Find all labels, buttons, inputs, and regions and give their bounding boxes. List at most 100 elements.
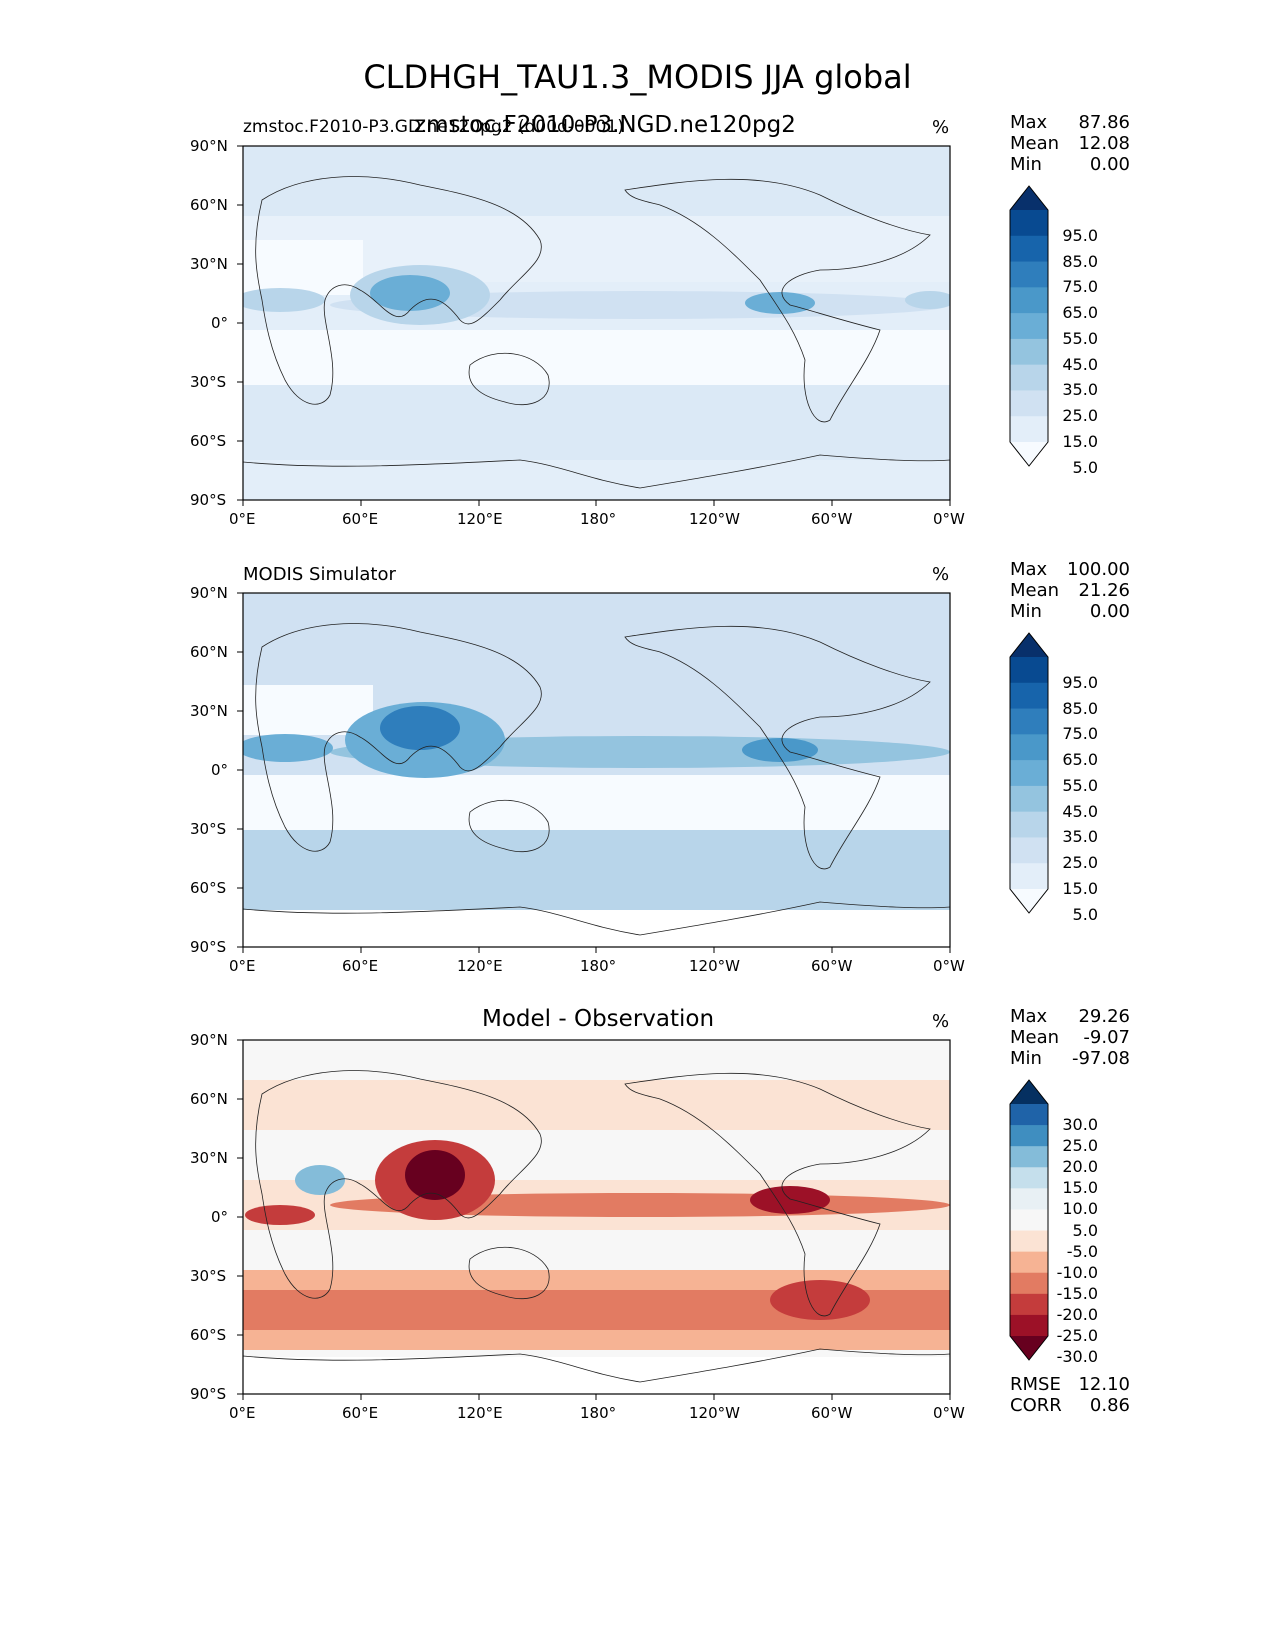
panel-test-ytick: 90°N xyxy=(190,137,228,155)
panel-reference-field-background xyxy=(243,593,950,947)
colorbar-bin xyxy=(1010,1251,1048,1274)
panel-test-ytick: 60°S xyxy=(190,432,227,450)
panel-difference-ytick: 60°S xyxy=(190,1326,227,1344)
panel-test-ytick: 60°N xyxy=(190,196,228,214)
colorbar-tick-label: 95.0 xyxy=(1062,672,1098,692)
panel-test-xtick: 120°E xyxy=(457,510,503,528)
colorbar-tick-label: 55.0 xyxy=(1062,328,1098,348)
panel-test-xtick: 60°E xyxy=(342,510,379,528)
colorbar-bin xyxy=(1010,261,1048,288)
panel-test-xtick: 0°W xyxy=(933,510,965,528)
panel-difference-frame xyxy=(242,1039,951,1395)
panel-difference-ytick: 90°S xyxy=(190,1385,227,1403)
panel-test-title-center: zmstoc.F2010-P3.NGD.ne120pg2 xyxy=(414,112,796,138)
colorbar-bin xyxy=(1010,1230,1048,1253)
panel-test-coastline-eurasia-africa xyxy=(255,176,542,405)
panel-reference-field-central-america xyxy=(742,738,818,762)
panel-difference-title-center: Model - Observation xyxy=(482,1006,715,1032)
colorbar-bin xyxy=(1010,235,1048,263)
panel-difference-field-midlat-n xyxy=(243,1080,950,1130)
stat-mean-value: 21.26 xyxy=(1078,580,1130,601)
panel-reference-coastline-australia xyxy=(468,799,550,853)
panel-test-coastline-antarctica xyxy=(243,454,950,489)
panel-reference-frame xyxy=(242,592,951,948)
stat-mean-label: Mean xyxy=(1010,580,1060,601)
colorbar-tick-label: 85.0 xyxy=(1062,698,1098,718)
colorbar-tick-label: 5.0 xyxy=(1072,457,1098,477)
colorbar-tick-label: 65.0 xyxy=(1062,750,1098,770)
panel-test-frame xyxy=(242,145,951,501)
colorbar-tick-label: 5.0 xyxy=(1072,1220,1098,1240)
stat-min-value: 0.00 xyxy=(1089,154,1130,175)
panel-difference-ytick: 30°N xyxy=(190,1149,228,1167)
colorbar-tick-label: -20.0 xyxy=(1056,1304,1098,1324)
colorbar-bin xyxy=(1010,1167,1048,1189)
panel-test-xtick: 60°W xyxy=(811,510,853,528)
panel-test-ticks xyxy=(237,145,951,506)
stat-max-label: Max xyxy=(1010,1006,1048,1027)
panel-difference-ytick: 90°N xyxy=(190,1031,228,1049)
panel-difference-units: % xyxy=(932,1011,950,1032)
panel-reference-xtick: 60°W xyxy=(811,957,853,975)
panel-difference-xtick: 120°E xyxy=(457,1404,503,1422)
panel-reference-xtick: 0°E xyxy=(229,957,256,975)
panel-difference-xtick: 0°W xyxy=(933,1404,965,1422)
panel-reference-xtick: 0°W xyxy=(933,957,965,975)
stat-max-value: 29.26 xyxy=(1078,1006,1130,1027)
panel-reference-field-midlat-s xyxy=(243,830,950,910)
panel-reference-units: % xyxy=(932,564,950,585)
colorbar-tick-label: -15.0 xyxy=(1056,1283,1098,1303)
colorbar-outline xyxy=(1009,632,1049,914)
colorbar-extend-min xyxy=(1010,889,1048,913)
panel-reference-xtick: 60°E xyxy=(342,957,379,975)
panel-reference-title-left: MODIS Simulator xyxy=(243,564,396,585)
panel-difference-field-storm-track xyxy=(243,1290,950,1330)
panel-reference-coastline-eurasia-africa xyxy=(255,623,542,852)
panel-difference-ticks xyxy=(237,1039,951,1400)
colorbar-bin xyxy=(1010,657,1048,684)
panel-test-field-central-america xyxy=(745,292,815,314)
stat-min-label: Min xyxy=(1010,1048,1042,1069)
stat-max-label: Max xyxy=(1010,559,1048,580)
panel-reference-field-asia-monsoon-core xyxy=(380,706,460,750)
panel-test-field-asia-monsoon-outer xyxy=(350,265,490,325)
colorbar-tick-label: 35.0 xyxy=(1062,380,1098,400)
colorbar-bin xyxy=(1010,863,1048,890)
panel-reference-field-itcz xyxy=(330,736,950,768)
rmse-label: RMSE xyxy=(1010,1374,1061,1395)
colorbar-bin xyxy=(1010,1125,1048,1147)
colorbar-bin xyxy=(1010,287,1048,314)
colorbar-tick-label: -5.0 xyxy=(1066,1241,1098,1261)
panel-difference-xtick: 60°E xyxy=(342,1404,379,1422)
panel-reference-coastline-americas xyxy=(624,625,931,870)
colorbar-bin xyxy=(1010,210,1048,237)
panel-reference-field-asia-monsoon-outer xyxy=(345,702,505,778)
panel-difference-ytick: 30°S xyxy=(190,1267,227,1285)
panel-difference-coastline-antarctica xyxy=(243,1348,950,1383)
panel-reference-ytick: 60°N xyxy=(190,643,228,661)
colorbar-bin xyxy=(1010,313,1048,340)
panel-difference-xtick: 0°E xyxy=(229,1404,256,1422)
panel-reference-field-antarctic-missing xyxy=(243,910,950,947)
panel-reference-ytick: 30°S xyxy=(190,820,227,838)
panel-reference-xtick: 180° xyxy=(580,957,617,975)
colorbar-bin xyxy=(1010,1188,1048,1210)
colorbar-tick-label: 35.0 xyxy=(1062,827,1098,847)
colorbar-extend-min xyxy=(1010,442,1048,466)
panel-test-ytick: 30°S xyxy=(190,373,227,391)
stat-max-value: 87.86 xyxy=(1078,112,1130,133)
colorbar-outline xyxy=(1009,1079,1049,1361)
panel-difference-field-antarctic-missing xyxy=(243,1357,950,1394)
colorbar-bin xyxy=(1010,1272,1048,1295)
panel-test-xtick: 0°E xyxy=(229,510,256,528)
colorbar-tick-label: 85.0 xyxy=(1062,251,1098,271)
colorbar-bin xyxy=(1010,1209,1048,1232)
panel-test-xtick: 120°W xyxy=(689,510,740,528)
panel-test-ytick: 30°N xyxy=(190,255,228,273)
panel-reference-ytick: 0° xyxy=(211,761,229,779)
colorbar-bin xyxy=(1010,734,1048,761)
panel-difference-ytick: 60°N xyxy=(190,1090,228,1108)
panel-reference-ytick: 30°N xyxy=(190,702,228,720)
panel-test-field-sahara xyxy=(243,240,363,295)
panel-test-title-left: zmstoc.F2010-P3.GD.ne120pg2 (d00d-0001) xyxy=(243,117,624,137)
